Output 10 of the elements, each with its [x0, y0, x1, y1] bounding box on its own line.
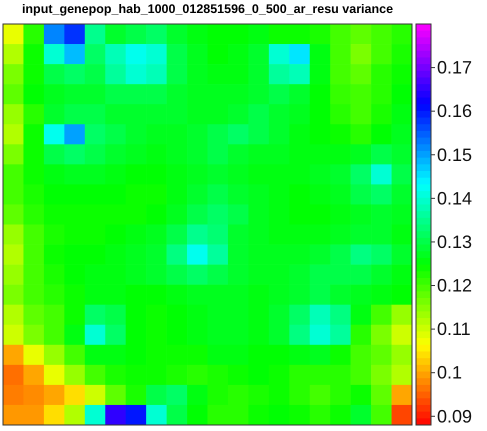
- chart-title: input_genepop_hab_1000_012851596_0_500_ar_resu variance: [20, 2, 394, 16]
- color-bar-label: 0.14: [437, 188, 472, 208]
- color-bar-label: 0.1: [437, 362, 462, 383]
- color-bar-label: 0.13: [437, 232, 472, 252]
- color-bar-label: 0.15: [437, 144, 472, 165]
- color-bar-label: 0.12: [437, 276, 472, 296]
- color-bar-label: 0.16: [437, 101, 472, 122]
- color-bar-label: 0.09: [437, 406, 472, 426]
- color-bar-label: 0.11: [437, 319, 471, 340]
- color-bar-label: 0.17: [437, 58, 472, 78]
